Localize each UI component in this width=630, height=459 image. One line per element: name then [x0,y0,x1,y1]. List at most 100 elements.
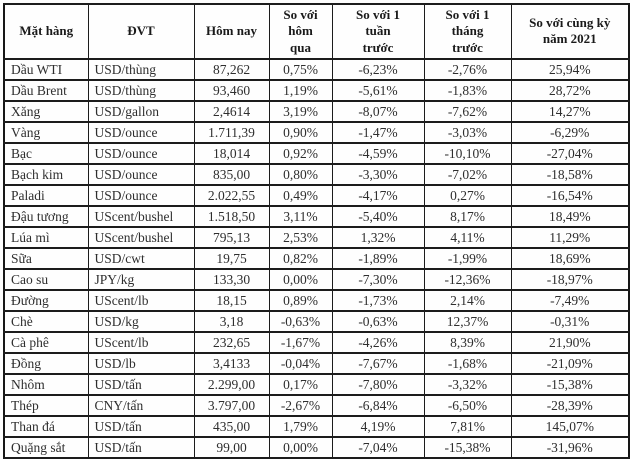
column-header: Hôm nay [193,3,270,60]
value-cell: 0,00% [268,435,333,459]
column-header: So với 1 tuần trước [331,3,425,60]
value-cell: 1.711,39 [193,120,270,144]
value-cell: -1,99% [423,246,512,270]
value-cell: 133,30 [193,267,270,291]
unit-cell: USD/tấn [87,435,195,459]
unit-cell: UScent/bushel [87,225,195,249]
value-cell: 1,32% [331,225,425,249]
value-cell: 145,07% [510,414,630,438]
column-header: So với hôm qua [268,3,333,60]
value-cell: -4,26% [331,330,425,354]
value-cell: 18,014 [193,141,270,165]
value-cell: -1,89% [331,246,425,270]
table-row: Quặng sắt USD/tấn 99,00 0,00% -7,04% -15,38% -… [3,435,630,459]
value-cell: -18,97% [510,267,630,291]
value-cell: 0,92% [268,141,333,165]
unit-cell: USD/tấn [87,372,195,396]
table-row: Bạc USD/ounce 18,014 0,92% -4,59% -10,10% -27,… [3,141,630,165]
value-cell: 18,49% [510,204,630,228]
column-header: ĐVT [87,3,195,60]
commodity-name-cell: Chè [3,309,89,333]
commodity-name-cell: Paladi [3,183,89,207]
commodity-name-cell: Lúa mì [3,225,89,249]
value-cell: -18,58% [510,162,630,186]
value-cell: 0,27% [423,183,512,207]
value-cell: 2,53% [268,225,333,249]
value-cell: 3,11% [268,204,333,228]
value-cell: -6,23% [331,57,425,81]
table-row: Dầu Brent USD/thùng 93,460 1,19% -5,61% -1,83… [3,78,630,102]
value-cell: 2.022,55 [193,183,270,207]
value-cell: -7,67% [331,351,425,375]
table-header: Mặt hàng ĐVT Hôm nay So với hôm qua So với 1… [3,3,630,60]
commodity-name-cell: Nhôm [3,372,89,396]
commodity-name-cell: Đậu tương [3,204,89,228]
table-row: Than đá USD/tấn 435,00 1,79% 4,19% 7,81% 145,0… [3,414,630,438]
unit-cell: USD/thùng [87,57,195,81]
unit-cell: UScent/lb [87,330,195,354]
table-row: Paladi USD/ounce 2.022,55 0,49% -4,17% 0,27% -… [3,183,630,207]
table-row: Cao su JPY/kg 133,30 0,00% -7,30% -12,36% -18,… [3,267,630,291]
commodity-name-cell: Dầu WTI [3,57,89,81]
unit-cell: USD/ounce [87,120,195,144]
value-cell: 14,27% [510,99,630,123]
value-cell: -1,83% [423,78,512,102]
commodity-name-cell: Vàng [3,120,89,144]
value-cell: 25,94% [510,57,630,81]
unit-cell: USD/ounce [87,183,195,207]
value-cell: 2.299,00 [193,372,270,396]
commodity-name-cell: Quặng sắt [3,435,89,459]
value-cell: 0,00% [268,267,333,291]
commodity-name-cell: Dầu Brent [3,78,89,102]
value-cell: -21,09% [510,351,630,375]
value-cell: 7,81% [423,414,512,438]
unit-cell: USD/kg [87,309,195,333]
value-cell: -3,03% [423,120,512,144]
value-cell: -5,40% [331,204,425,228]
unit-cell: USD/tấn [87,414,195,438]
commodity-name-cell: Đường [3,288,89,312]
header-row: Mặt hàng ĐVT Hôm nay So với hôm qua So với 1… [3,3,630,60]
value-cell: 0,89% [268,288,333,312]
value-cell: 28,72% [510,78,630,102]
unit-cell: USD/cwt [87,246,195,270]
value-cell: 1,79% [268,414,333,438]
commodity-name-cell: Xăng [3,99,89,123]
value-cell: -3,30% [331,162,425,186]
value-cell: -7,30% [331,267,425,291]
table-row: Vàng USD/ounce 1.711,39 0,90% -1,47% -3,03% -6… [3,120,630,144]
value-cell: 12,37% [423,309,512,333]
table-row: Thép CNY/tấn 3.797,00 -2,67% -6,84% -6,50% -28… [3,393,630,417]
column-header: So với cùng kỳ năm 2021 [510,3,630,60]
value-cell: -16,54% [510,183,630,207]
unit-cell: USD/lb [87,351,195,375]
table-row: Lúa mì UScent/bushel 795,13 2,53% 1,32% 4,11%… [3,225,630,249]
unit-cell: UScent/bushel [87,204,195,228]
value-cell: -0,04% [268,351,333,375]
value-cell: -28,39% [510,393,630,417]
value-cell: 835,00 [193,162,270,186]
value-cell: 11,29% [510,225,630,249]
table-row: Cà phê UScent/lb 232,65 -1,67% -4,26% 8,39% 21… [3,330,630,354]
unit-cell: USD/ounce [87,141,195,165]
value-cell: -4,59% [331,141,425,165]
value-cell: 0,80% [268,162,333,186]
unit-cell: CNY/tấn [87,393,195,417]
value-cell: 1,19% [268,78,333,102]
value-cell: 19,75 [193,246,270,270]
column-header: Mặt hàng [3,3,89,60]
table-row: Xăng USD/gallon 2,4614 3,19% -8,07% -7,62% 14,… [3,99,630,123]
table-row: Sữa USD/cwt 19,75 0,82% -1,89% -1,99% 18,69% [3,246,630,270]
value-cell: 232,65 [193,330,270,354]
unit-cell: USD/ounce [87,162,195,186]
unit-cell: USD/thùng [87,78,195,102]
value-cell: 435,00 [193,414,270,438]
value-cell: -0,63% [331,309,425,333]
value-cell: 0,75% [268,57,333,81]
value-cell: 0,90% [268,120,333,144]
value-cell: -27,04% [510,141,630,165]
value-cell: 2,4614 [193,99,270,123]
value-cell: 0,17% [268,372,333,396]
value-cell: 93,460 [193,78,270,102]
value-cell: 795,13 [193,225,270,249]
